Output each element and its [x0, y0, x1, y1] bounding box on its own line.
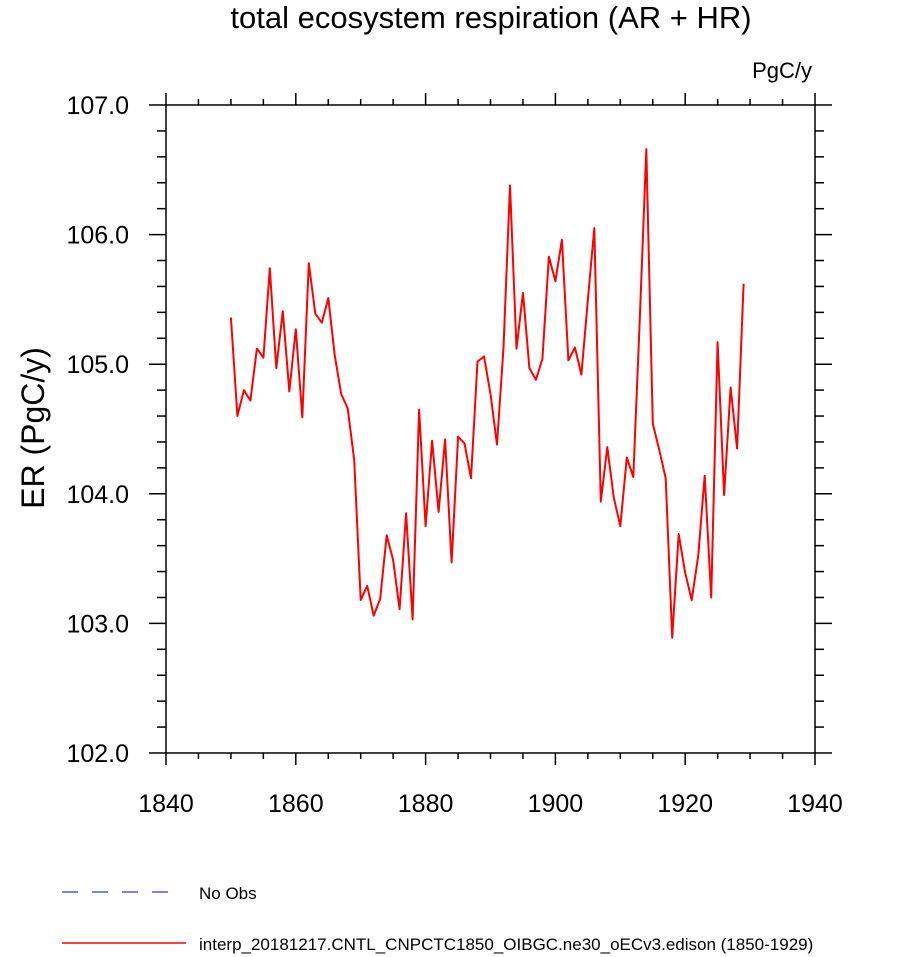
x-tick-label: 1940	[787, 790, 843, 818]
axis-ticks	[149, 93, 832, 765]
series-line-0	[229, 148, 745, 639]
y-tick-label: 107.0	[66, 92, 129, 120]
y-tick-label: 106.0	[66, 222, 129, 250]
x-tick-label: 1880	[398, 790, 454, 818]
y-tick-label: 102.0	[66, 740, 129, 768]
y-tick-label: 103.0	[66, 610, 129, 638]
y-tick-label: 105.0	[66, 351, 129, 379]
legend-label-no-obs: No Obs	[199, 884, 257, 903]
x-tick-label: 1840	[138, 790, 194, 818]
y-tick-label: 104.0	[66, 481, 129, 509]
plot-frame	[165, 104, 816, 754]
y-axis-label: ER (PgC/y)	[15, 347, 51, 509]
x-tick-label: 1860	[268, 790, 324, 818]
x-tick-label: 1900	[528, 790, 584, 818]
x-tick-label: 1920	[657, 790, 713, 818]
axis-tick-labels: 1840 1860 1880 1900 1920 1940 102.0 103.0 104.0 1…	[66, 92, 842, 818]
legend: No Obs interp_20181217.CNTL_CNPCTC1850_O…	[62, 884, 813, 954]
chart-title: total ecosystem respiration (AR + HR)	[230, 0, 751, 35]
legend-label-model: interp_20181217.CNTL_CNPCTC1850_OIBGC.ne…	[199, 935, 813, 954]
series-layer	[229, 148, 745, 639]
units-label: PgC/y	[752, 58, 812, 83]
